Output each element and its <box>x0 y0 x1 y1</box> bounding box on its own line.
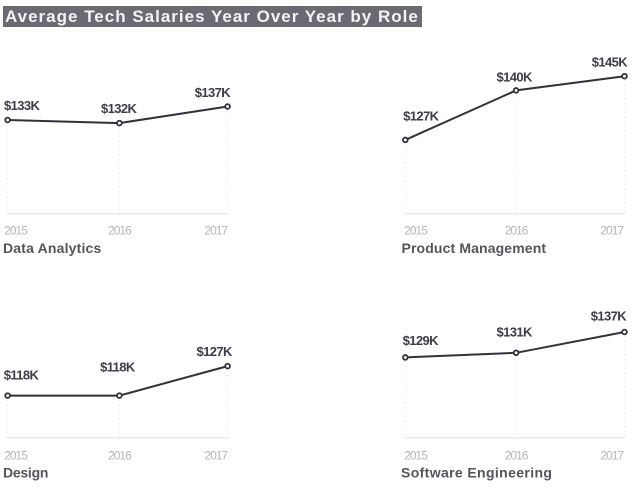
svg-text:2015: 2015 <box>404 224 428 238</box>
svg-text:2015: 2015 <box>4 224 28 238</box>
svg-text:Design: Design <box>3 465 48 481</box>
svg-text:$137K: $137K <box>195 85 232 100</box>
svg-text:$132K: $132K <box>101 101 138 116</box>
svg-text:$145K: $145K <box>592 55 629 70</box>
svg-text:2017: 2017 <box>204 224 228 238</box>
svg-text:Software Engineering: Software Engineering <box>401 465 552 481</box>
svg-text:$118K: $118K <box>100 359 136 374</box>
svg-text:$133K: $133K <box>4 98 41 113</box>
svg-text:$137K: $137K <box>591 309 628 324</box>
svg-text:2017: 2017 <box>600 224 624 238</box>
svg-text:2016: 2016 <box>108 224 132 238</box>
svg-text:Product Management: Product Management <box>402 240 547 256</box>
svg-text:2016: 2016 <box>108 449 132 463</box>
svg-text:$129K: $129K <box>403 333 440 348</box>
svg-text:2017: 2017 <box>204 449 228 463</box>
svg-text:$131K: $131K <box>496 325 533 340</box>
svg-text:2016: 2016 <box>505 224 529 238</box>
svg-text:$127K: $127K <box>403 109 440 124</box>
svg-text:$118K: $118K <box>4 367 40 382</box>
svg-text:Data Analytics: Data Analytics <box>3 240 102 256</box>
svg-text:2015: 2015 <box>404 449 428 463</box>
svg-text:2015: 2015 <box>4 449 28 463</box>
svg-text:2016: 2016 <box>505 449 529 463</box>
svg-text:2017: 2017 <box>600 449 624 463</box>
svg-text:$127K: $127K <box>196 344 233 359</box>
svg-text:$140K: $140K <box>496 70 533 85</box>
